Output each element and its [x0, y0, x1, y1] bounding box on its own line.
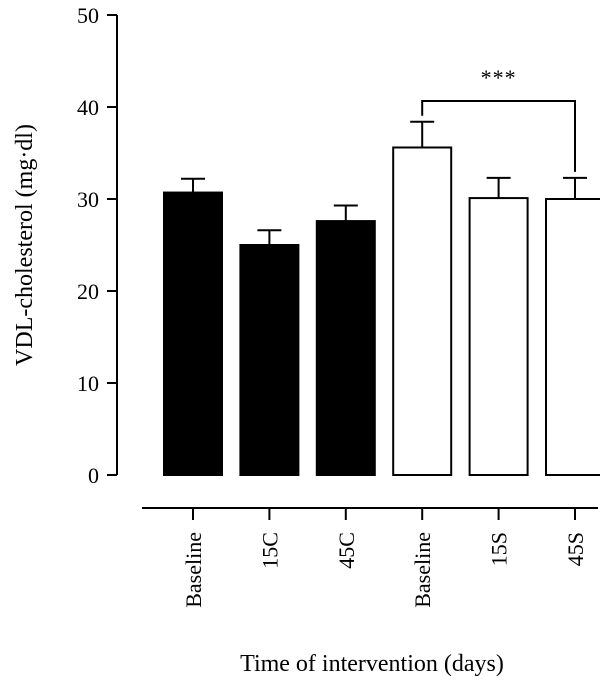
x-axis-label: Time of intervention (days): [240, 651, 504, 677]
bar: [468, 197, 529, 477]
y-tick-label: 30: [77, 187, 99, 212]
error-bars: [181, 120, 587, 245]
x-axis: Baseline 15C 45C Baseline 15S 45S: [142, 507, 598, 608]
y-axis-label: VDL-cholesterol (mg·dl): [12, 124, 38, 366]
y-tick-label: 0: [88, 463, 99, 488]
x-tick-label: 45C: [334, 532, 359, 569]
bar: [392, 146, 453, 476]
x-tick-label: 15C: [257, 532, 282, 569]
y-tick-label: 50: [77, 3, 99, 28]
y-axis: 0 10 20 30 40 50: [77, 3, 118, 488]
x-tick-label: 45S: [563, 532, 588, 566]
bar: [239, 244, 300, 476]
bars: [163, 146, 600, 477]
y-tick-label: 40: [77, 95, 99, 120]
x-tick-label: Baseline: [181, 532, 206, 608]
significance-line: [421, 100, 576, 172]
x-tick-label: 15S: [487, 532, 512, 566]
bar: [545, 198, 600, 476]
y-tick-label: 20: [77, 279, 99, 304]
bar: [315, 220, 376, 476]
x-ticks: Baseline 15C 45C Baseline 15S 45S: [181, 508, 588, 608]
bar: [163, 191, 223, 476]
significance-label: ***: [481, 65, 517, 90]
y-ticks: 0 10 20 30 40 50: [77, 3, 117, 488]
x-tick-label: Baseline: [410, 532, 435, 608]
y-tick-label: 10: [77, 371, 99, 396]
significance-bracket: ***: [421, 65, 576, 172]
